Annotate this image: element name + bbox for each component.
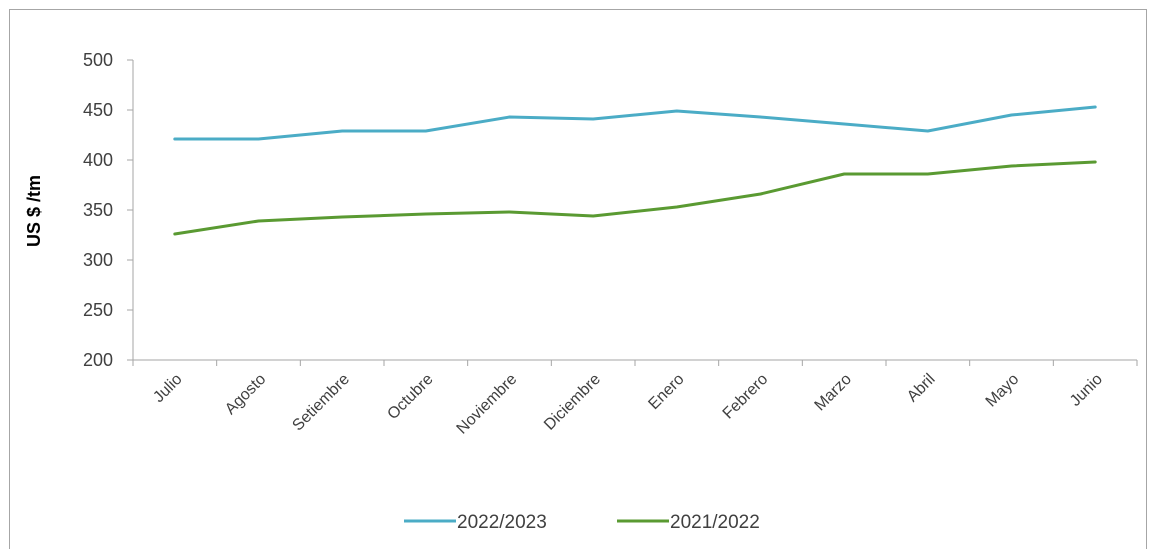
series-line-1 [173, 160, 1097, 236]
legend: 2022/2023 2021/2022 [404, 512, 760, 533]
chart-frame [9, 9, 1147, 549]
x-tick-label: Diciembre [541, 371, 604, 434]
x-tick-label: Enero [645, 371, 687, 413]
x-tick-label: Noviembre [454, 371, 521, 438]
x-tick-label: Octubre [384, 371, 436, 423]
y-tick-label: 200 [83, 350, 113, 370]
y-tick-label: 500 [83, 50, 113, 70]
x-tick-label: Marzo [812, 371, 856, 415]
y-tick-label: 300 [83, 250, 113, 270]
y-axis-label: US $ /tm [24, 175, 44, 247]
y-tick-label: 250 [83, 300, 113, 320]
y-tick-label: 350 [83, 200, 113, 220]
x-tick-label: Julio [150, 371, 185, 406]
series-line-0 [173, 105, 1097, 141]
x-tick-label: Junio [1067, 371, 1106, 410]
x-tick-label: Mayo [983, 371, 1023, 411]
axes [127, 59, 1138, 366]
legend-label-1: 2021/2022 [670, 512, 760, 533]
y-tick-labels: 200 250 300 350 400 450 500 [83, 50, 113, 370]
x-tick-label: Agosto [222, 371, 269, 418]
x-tick-label: Setiembre [289, 371, 353, 435]
legend-label-0: 2022/2023 [457, 512, 547, 533]
x-tick-label: Febrero [720, 371, 772, 423]
series-lines [173, 105, 1097, 236]
x-tick-label: Abril [904, 371, 939, 406]
y-tick-label: 450 [83, 100, 113, 120]
x-tick-labels: Julio Agosto Setiembre Octubre Noviembre Dici… [150, 371, 1106, 438]
y-tick-label: 400 [83, 150, 113, 170]
line-chart: 200 250 300 350 400 450 500 Julio Agosto Setiemb… [24, 50, 1138, 533]
